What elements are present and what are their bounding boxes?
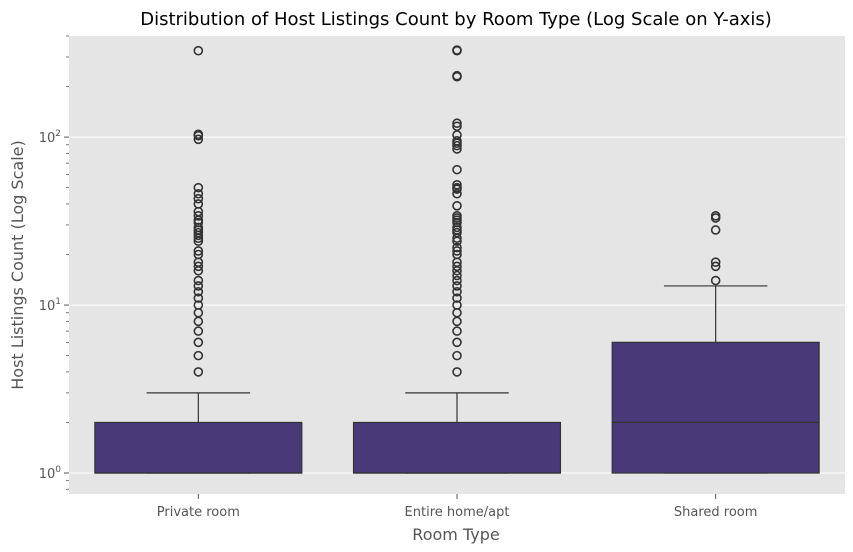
box-group xyxy=(352,45,562,474)
x-axis-label: Room Type xyxy=(412,525,499,544)
outlier-point xyxy=(452,70,462,81)
x-tick-label: Entire home/apt xyxy=(405,505,510,520)
outlier-point xyxy=(452,367,462,377)
outlier-point xyxy=(452,337,462,348)
outlier-point xyxy=(193,326,204,336)
boxes-layer xyxy=(94,45,820,474)
outlier-point xyxy=(452,180,462,190)
outlier-point xyxy=(452,182,462,193)
outlier-point xyxy=(710,261,721,272)
y-tick-label: 100 xyxy=(39,465,62,482)
outlier-point xyxy=(193,182,204,193)
chart-title: Distribution of Host Listings Count by R… xyxy=(140,9,772,30)
y-tick-label: 102 xyxy=(39,129,61,146)
outlier-point xyxy=(193,134,204,145)
outlier-point xyxy=(193,129,204,140)
outlier-point xyxy=(710,225,721,235)
outlier-point xyxy=(452,211,462,221)
outlier-point xyxy=(193,193,204,204)
outlier-point xyxy=(193,211,204,221)
outlier-point xyxy=(193,300,204,310)
outlier-point xyxy=(193,261,204,272)
outlier-point xyxy=(193,199,204,209)
outlier-point xyxy=(193,286,204,297)
outlier-point xyxy=(452,136,462,146)
x-tick-label: Private room xyxy=(157,505,240,520)
outlier-point xyxy=(193,275,204,286)
outlier-point xyxy=(193,337,204,348)
outlier-point xyxy=(452,222,462,233)
x-tick-label: Shared room xyxy=(674,505,758,520)
box-iqr xyxy=(94,421,303,474)
box-group xyxy=(611,211,820,474)
outlier-point xyxy=(452,350,462,361)
outlier-point xyxy=(193,249,204,260)
outlier-point xyxy=(452,121,462,132)
y-axis-ticks: 100 101 102 xyxy=(39,35,69,490)
outlier-point xyxy=(452,249,462,260)
outlier-point xyxy=(452,164,462,175)
outlier-point xyxy=(452,326,462,336)
outlier-point xyxy=(452,281,462,291)
outlier-point xyxy=(193,367,204,377)
outlier-point xyxy=(452,275,462,286)
box-group xyxy=(94,45,303,474)
y-axis-label: Host Listings Count (Log Scale) xyxy=(8,140,27,389)
x-axis-ticks: Private room Entire home/apt Shared room xyxy=(157,494,758,520)
outlier-point xyxy=(452,286,462,297)
outlier-point xyxy=(710,257,721,267)
outlier-point xyxy=(193,246,204,256)
outlier-point xyxy=(710,275,721,286)
outlier-point xyxy=(452,45,462,55)
outlier-point xyxy=(452,188,462,199)
outlier-point xyxy=(193,293,204,303)
outlier-point xyxy=(452,200,462,211)
outlier-point xyxy=(710,211,721,221)
outlier-point xyxy=(193,45,204,56)
box-iqr xyxy=(352,421,562,474)
outlier-point xyxy=(452,118,462,129)
outlier-point xyxy=(193,188,204,199)
outlier-point xyxy=(193,281,204,291)
outlier-point xyxy=(452,261,462,272)
box-iqr xyxy=(611,341,820,474)
outlier-point xyxy=(193,222,204,233)
y-tick-label: 101 xyxy=(39,297,61,314)
outlier-point xyxy=(452,242,462,253)
outlier-point xyxy=(452,300,462,310)
outlier-point xyxy=(452,246,462,256)
outlier-point xyxy=(193,350,204,361)
outlier-point xyxy=(452,270,462,281)
outlier-point xyxy=(452,293,462,303)
